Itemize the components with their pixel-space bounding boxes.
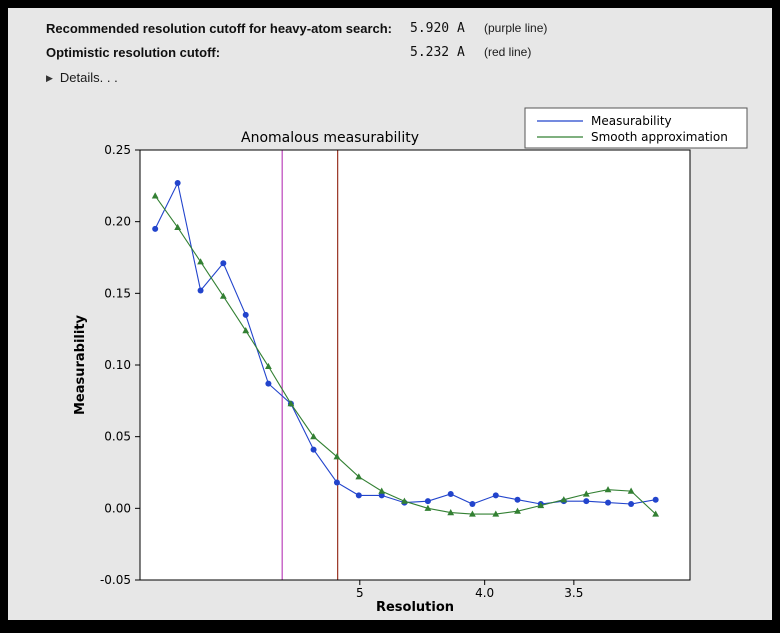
data-point-triangle	[560, 496, 568, 503]
data-point-triangle	[537, 501, 545, 509]
data-point-circle	[333, 479, 340, 486]
legend-label: Measurability	[591, 114, 672, 128]
data-point-triangle	[151, 192, 159, 199]
legend-label: Smooth approximation	[591, 130, 728, 144]
optimistic-cutoff-label: Optimistic resolution cutoff:	[46, 45, 221, 60]
data-point-triangle	[469, 510, 476, 517]
data-point-circle	[514, 496, 521, 503]
data-point-circle	[492, 492, 499, 499]
details-toggle[interactable]: ▶ Details. . .	[46, 70, 118, 85]
data-point-circle	[197, 287, 204, 294]
data-point-triangle	[287, 400, 295, 407]
optimistic-cutoff-row: Optimistic resolution cutoff: 5.232 A (r…	[8, 45, 772, 65]
chart-title: Anomalous measurability	[241, 130, 419, 146]
optimistic-cutoff-note: (red line)	[484, 45, 532, 59]
data-point-triangle	[424, 504, 432, 511]
data-point-triangle	[355, 473, 363, 480]
x-tick-label: 5	[356, 586, 364, 600]
data-point-triangle	[514, 507, 521, 514]
recommended-cutoff-row: Recommended resolution cutoff for heavy-…	[8, 21, 772, 41]
data-point-triangle	[219, 292, 227, 299]
data-point-triangle	[447, 509, 455, 516]
data-point-circle	[469, 501, 476, 508]
data-point-triangle	[604, 486, 612, 493]
data-point-triangle	[174, 223, 182, 230]
data-point-triangle	[652, 510, 660, 517]
data-point-circle	[652, 496, 659, 503]
data-point-circle	[220, 260, 227, 267]
optimistic-cutoff-value: 5.232 A	[410, 45, 465, 60]
y-tick-label: -0.05	[100, 573, 131, 587]
data-point-triangle	[401, 497, 408, 504]
data-point-circle	[310, 446, 317, 453]
recommended-cutoff-label: Recommended resolution cutoff for heavy-…	[46, 21, 393, 36]
y-tick-label: 0.15	[104, 286, 131, 300]
data-point-triangle	[242, 327, 250, 334]
plot-area	[139, 149, 691, 581]
y-axis-label: Measurability	[73, 314, 88, 415]
x-axis-label: Resolution	[376, 600, 454, 615]
data-point-circle	[583, 498, 590, 505]
details-label: Details. . .	[59, 70, 118, 85]
disclosure-triangle-icon: ▶	[46, 73, 53, 83]
legend-box	[524, 107, 748, 149]
y-tick-label: 0.20	[104, 215, 131, 229]
y-tick-label: 0.10	[104, 358, 131, 372]
measurability-chart-canvas: -0.05 0.00 0.05 0.10 0.15 0.20 0.25 5 4.0 3.5 Anom…	[73, 107, 748, 615]
data-point-triangle	[310, 433, 317, 440]
data-point-triangle	[582, 490, 590, 497]
recommended-cutoff-note: (purple line)	[484, 21, 548, 35]
data-point-circle	[152, 225, 159, 232]
data-point-circle	[174, 179, 181, 186]
results-panel: Recommended resolution cutoff for heavy-…	[8, 8, 772, 620]
data-point-triangle	[627, 487, 635, 494]
data-point-circle	[378, 492, 385, 499]
data-point-circle	[265, 380, 272, 387]
y-tick-label: 0.25	[104, 143, 131, 157]
x-tick-label: 3.5	[564, 586, 583, 600]
data-point-circle	[447, 491, 454, 497]
x-tick-label: 4.0	[475, 586, 494, 600]
data-point-triangle	[333, 453, 341, 460]
data-point-triangle	[492, 510, 500, 517]
data-point-triangle	[378, 487, 386, 494]
y-tick-label: 0.05	[104, 430, 131, 444]
data-point-circle	[605, 499, 612, 506]
data-point-circle	[628, 501, 635, 508]
data-point-circle	[242, 311, 249, 318]
y-tick-label: 0.00	[104, 501, 131, 515]
data-point-circle	[424, 498, 431, 505]
data-point-circle	[355, 492, 362, 499]
recommended-cutoff-value: 5.920 A	[410, 21, 465, 36]
data-point-triangle	[197, 258, 204, 265]
data-point-triangle	[264, 362, 272, 370]
